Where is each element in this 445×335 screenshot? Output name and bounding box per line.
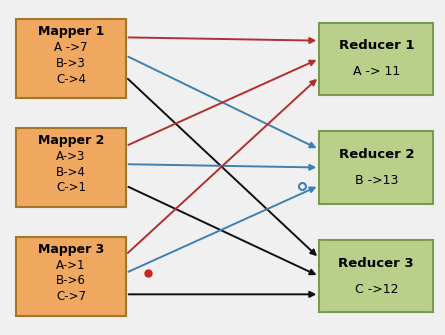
Text: B->3: B->3 [56, 57, 86, 70]
FancyBboxPatch shape [319, 22, 433, 95]
Text: C->4: C->4 [56, 73, 86, 86]
Text: A -> 11: A -> 11 [353, 65, 400, 78]
Text: Reducer 1: Reducer 1 [339, 39, 414, 52]
Text: C->7: C->7 [56, 290, 86, 303]
Text: Mapper 2: Mapper 2 [38, 134, 104, 147]
Text: C->1: C->1 [56, 182, 86, 194]
FancyBboxPatch shape [319, 131, 433, 204]
Text: A->3: A->3 [56, 150, 85, 163]
FancyBboxPatch shape [16, 237, 126, 316]
Text: Mapper 1: Mapper 1 [38, 25, 104, 38]
Text: A->1: A->1 [56, 259, 85, 271]
Text: C ->12: C ->12 [355, 283, 398, 296]
Text: B ->13: B ->13 [355, 174, 398, 187]
Text: Mapper 3: Mapper 3 [38, 243, 104, 256]
Text: A ->7: A ->7 [54, 41, 88, 54]
Text: Reducer 3: Reducer 3 [339, 257, 414, 270]
Text: Reducer 2: Reducer 2 [339, 148, 414, 161]
Text: B->4: B->4 [56, 165, 86, 179]
FancyBboxPatch shape [16, 19, 126, 98]
FancyBboxPatch shape [16, 128, 126, 207]
Text: B->6: B->6 [56, 274, 86, 287]
FancyBboxPatch shape [319, 240, 433, 313]
